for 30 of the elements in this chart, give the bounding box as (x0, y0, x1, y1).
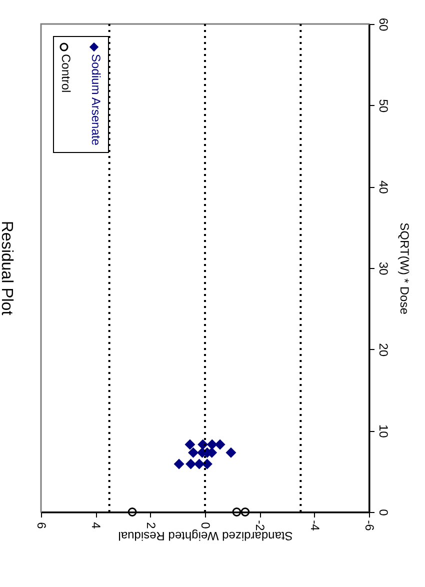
point (207, 440, 218, 450)
x-tick-label: -2 (253, 520, 268, 532)
point (232, 508, 242, 516)
x-tick-label: -4 (308, 520, 322, 532)
x-tick-label: 6 (34, 522, 48, 530)
legend-label: Sodium Arsenate (89, 54, 103, 146)
text: Residual Plot (0, 220, 15, 316)
point (185, 440, 195, 450)
y-axis-title: SQRT(W) * Dose (398, 222, 412, 315)
x-tick-label: 2 (144, 522, 158, 530)
x-tick-label: -6 (362, 520, 376, 532)
y-tick-label: 0 (376, 509, 390, 516)
point (186, 459, 196, 469)
y-tick-label: 20 (376, 343, 390, 357)
point (188, 448, 198, 458)
y-tick-label: 60 (376, 18, 390, 32)
point (215, 440, 225, 450)
point (240, 508, 250, 516)
y-tick-label: 50 (376, 99, 390, 113)
x-tick-label: 0 (198, 522, 212, 530)
point (194, 459, 204, 469)
legend-label: Control (59, 54, 73, 93)
y-tick-label: 10 (376, 424, 390, 438)
point (202, 459, 212, 469)
y-tick-label: 30 (376, 262, 390, 276)
y-tick-label: 40 (376, 180, 390, 194)
point (128, 508, 137, 516)
x-tick-label: 4 (89, 522, 104, 530)
point (174, 459, 184, 469)
point (226, 448, 236, 458)
